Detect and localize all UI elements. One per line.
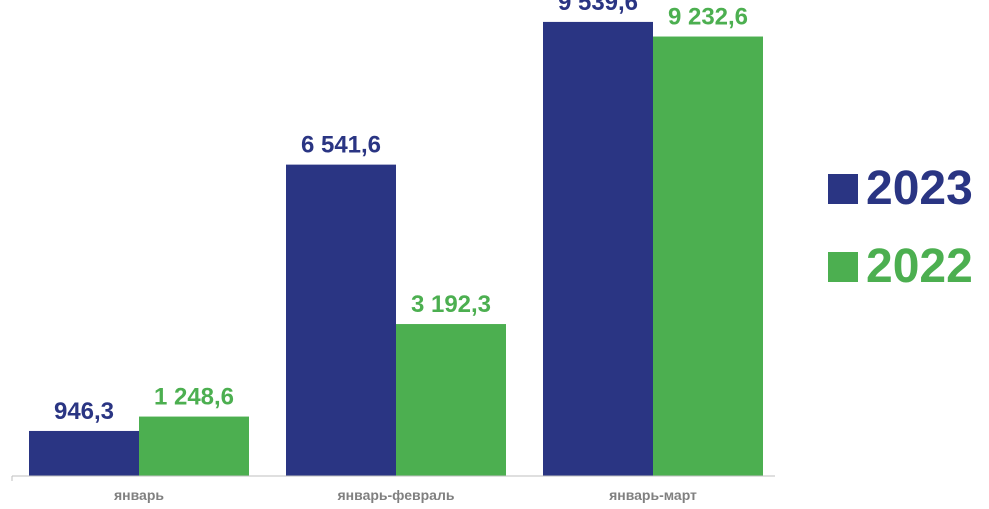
bar-2023-1 bbox=[29, 430, 139, 476]
bar-2022-3 bbox=[653, 36, 763, 477]
x-tick-label-3: январь-март bbox=[609, 487, 697, 503]
data-label-2023-2: 6 541,6 bbox=[301, 132, 381, 159]
legend-swatch-2022 bbox=[828, 252, 858, 282]
data-labels-layer: 946,3 1 248,6 6 541,6 3 192,3 9 539,6 9 232,6 bbox=[54, 0, 748, 425]
bars-layer bbox=[29, 21, 763, 477]
data-label-2022-1: 1 248,6 bbox=[154, 384, 234, 411]
data-label-2023-1: 946,3 bbox=[54, 398, 114, 425]
legend: 2023 2022 bbox=[828, 150, 973, 306]
x-tick-label-2: январь-февраль bbox=[338, 487, 455, 503]
x-tick-label-1: январь bbox=[114, 487, 164, 503]
data-label-2023-3: 9 539,6 bbox=[558, 0, 638, 16]
bar-2022-1 bbox=[139, 416, 249, 476]
bar-2022-2 bbox=[396, 324, 506, 476]
legend-swatch-2023 bbox=[828, 174, 858, 204]
legend-item-2023: 2023 bbox=[828, 150, 973, 228]
data-label-2022-2: 3 192,3 bbox=[411, 291, 491, 318]
bar-2023-3 bbox=[543, 21, 653, 476]
legend-item-2022: 2022 bbox=[828, 228, 973, 306]
legend-label-2022: 2022 bbox=[866, 240, 973, 293]
legend-label-2023: 2023 bbox=[866, 162, 973, 215]
x-tick-labels: январь январь-февраль январь-март bbox=[114, 487, 697, 503]
bar-2023-2 bbox=[286, 164, 396, 476]
data-label-2022-3: 9 232,6 bbox=[668, 4, 748, 31]
